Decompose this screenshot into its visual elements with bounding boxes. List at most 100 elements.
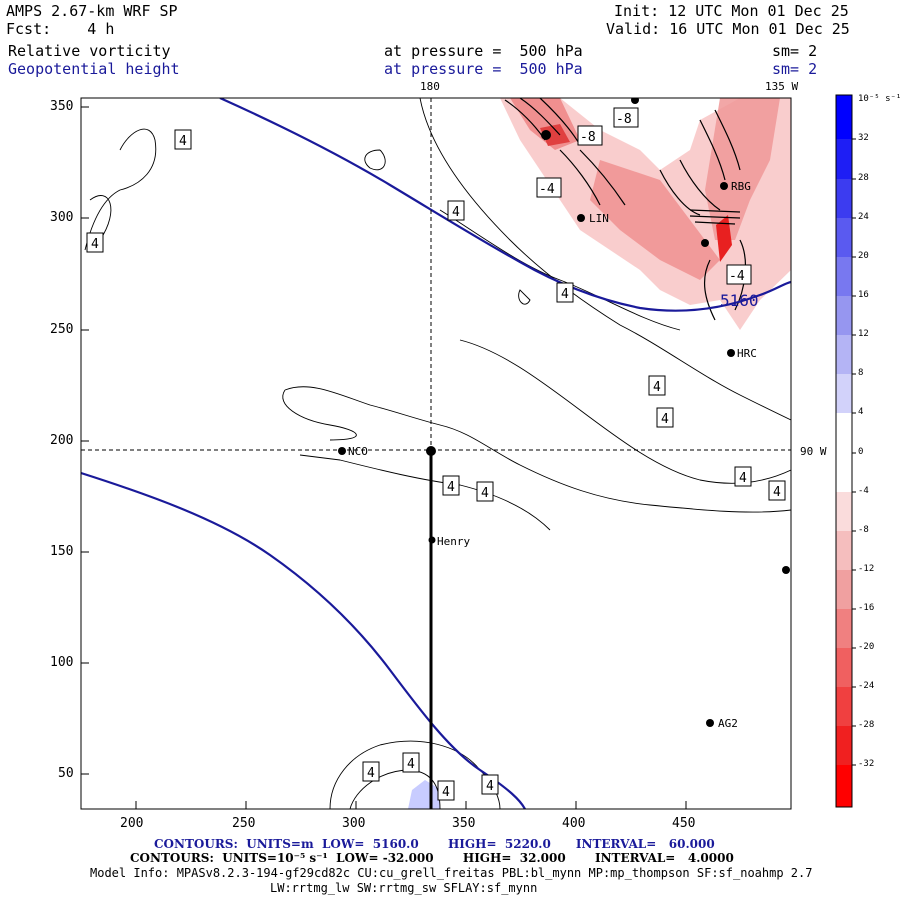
colorbar-label: -28 — [858, 720, 875, 730]
x-tick-label: 300 — [342, 816, 366, 831]
colorbar-label: 32 — [858, 133, 869, 143]
model-title: AMPS 2.67-km WRF SP — [6, 2, 178, 20]
station-marker — [701, 239, 709, 247]
contour-labels: 4 4 4 4 4 4 4 4 4 4 4 4 4 4 -4 -4 -8 -8 — [86, 107, 786, 801]
station-henry: Henry — [428, 535, 470, 548]
station-marker — [631, 98, 639, 104]
y-tick-label: 50 — [58, 766, 74, 781]
colorbar-label: 28 — [858, 173, 869, 183]
cross-point-marker — [426, 446, 436, 456]
y-tick-label: 350 — [50, 99, 74, 114]
label-90w: 90 W — [800, 445, 827, 458]
x-tick-label: 400 — [562, 816, 586, 831]
y-tick-label: 100 — [50, 655, 74, 670]
svg-text:4: 4 — [481, 486, 489, 501]
svg-text:Henry: Henry — [437, 535, 470, 548]
colorbar-label: 24 — [858, 212, 869, 222]
station-nco: NCO — [338, 445, 368, 458]
init-time: Init: 12 UTC Mon 01 Dec 25 — [614, 2, 849, 20]
colorbar-label: -16 — [858, 603, 875, 613]
contour-label-box: 4 — [447, 200, 465, 221]
contour-label-box: 4 — [734, 466, 752, 487]
y-tick-label: 300 — [50, 210, 74, 225]
colorbar-label: -8 — [858, 525, 869, 535]
colorbar — [835, 94, 856, 808]
contour-label-box: 4 — [656, 407, 674, 428]
contour-label-box: -4 — [536, 177, 562, 198]
contour-label-box: -8 — [613, 107, 639, 128]
contour-label-box: 4 — [481, 774, 499, 795]
svg-text:-4: -4 — [539, 182, 555, 197]
field-vorticity: Relative vorticity — [8, 42, 171, 60]
colorbar-label: 0 — [858, 447, 864, 457]
x-tick-label: 450 — [672, 816, 696, 831]
colorbar-label: 8 — [858, 368, 864, 378]
svg-text:NCO: NCO — [348, 445, 368, 458]
station-ag2: AG2 — [706, 717, 738, 730]
model-info: Model Info: MPASv8.2.3-194-gf29cd82c CU:… — [90, 866, 813, 880]
y-tick-label: 200 — [50, 433, 74, 448]
contour-label-box: -4 — [726, 264, 752, 285]
svg-text:4: 4 — [407, 757, 415, 772]
contour-label-box: 4 — [174, 129, 192, 150]
field-height: Geopotential height — [8, 60, 180, 78]
y-tick-label: 150 — [50, 544, 74, 559]
colorbar-label: -24 — [858, 681, 875, 691]
svg-text:-4: -4 — [729, 269, 745, 284]
svg-text:AG2: AG2 — [718, 717, 738, 730]
contour-label-box: 4 — [442, 475, 460, 496]
station-marker — [541, 130, 551, 140]
x-tick-label: 200 — [120, 816, 144, 831]
smoothing-height: sm= 2 — [772, 60, 818, 78]
svg-text:4: 4 — [739, 471, 747, 486]
svg-text:-8: -8 — [580, 130, 596, 145]
forecast-hour: Fcst: 4 h — [6, 20, 115, 38]
station-marker — [782, 566, 790, 574]
svg-text:4: 4 — [367, 766, 375, 781]
station-hrc: HRC — [727, 347, 757, 360]
svg-text:4: 4 — [773, 485, 781, 500]
vorticity-contour-info: CONTOURS: UNITS=10⁻⁵ s⁻¹ LOW= -32.000 HI… — [130, 851, 734, 865]
colorbar-label: -12 — [858, 564, 875, 574]
colorbar-label: -20 — [858, 642, 875, 652]
colorbar-label: -4 — [858, 486, 869, 496]
svg-text:-8: -8 — [616, 112, 632, 127]
pressure-vorticity: at pressure = 500 hPa — [384, 42, 583, 60]
smoothing-vorticity: sm= 2 — [772, 42, 818, 60]
x-tick-label: 250 — [232, 816, 256, 831]
height-contours — [81, 98, 791, 809]
colorbar-label: 4 — [858, 407, 864, 417]
svg-text:4: 4 — [452, 205, 460, 220]
valid-time: Valid: 16 UTC Mon 01 Dec 25 — [606, 20, 850, 38]
negative-vorticity-shading — [500, 98, 791, 330]
station-lin: LIN — [577, 212, 609, 225]
svg-text:4: 4 — [653, 380, 661, 395]
svg-text:LIN: LIN — [589, 212, 609, 225]
svg-text:4: 4 — [91, 237, 99, 252]
svg-text:4: 4 — [486, 779, 494, 794]
contour-label-box: 4 — [648, 375, 666, 396]
pressure-height: at pressure = 500 hPa — [384, 60, 583, 78]
colorbar-unit: 10⁻⁵ s⁻¹ — [858, 94, 900, 104]
colorbar-label: 12 — [858, 329, 869, 339]
svg-text:4: 4 — [179, 134, 187, 149]
x-tick-label: 350 — [452, 816, 476, 831]
station-rbg: RBG — [720, 180, 751, 193]
contour-label-box: 4 — [402, 752, 420, 773]
model-info-physics: LW:rrtmg_lw SW:rrtmg_sw SFLAY:sf_mynn — [270, 881, 538, 895]
stations: NCO Henry AG2 HRC LIN RBG — [338, 98, 790, 730]
contour-label-box: 4 — [476, 481, 494, 502]
contour-label-box: -8 — [577, 125, 603, 146]
contour-label-box: 4 — [556, 282, 574, 303]
axis-ticks — [81, 106, 687, 809]
label-180: 180 — [420, 80, 440, 93]
svg-text:4: 4 — [561, 287, 569, 302]
svg-text:HRC: HRC — [737, 347, 757, 360]
height-contour-info: CONTOURS: UNITS=m LOW= 5160.0 HIGH= 5220… — [154, 837, 715, 851]
svg-text:4: 4 — [442, 785, 450, 800]
contour-label-box: 4 — [362, 761, 380, 782]
contour-label-box: 4 — [86, 232, 104, 253]
svg-text:4: 4 — [447, 480, 455, 495]
height-contour-label: 5160 — [720, 291, 759, 310]
